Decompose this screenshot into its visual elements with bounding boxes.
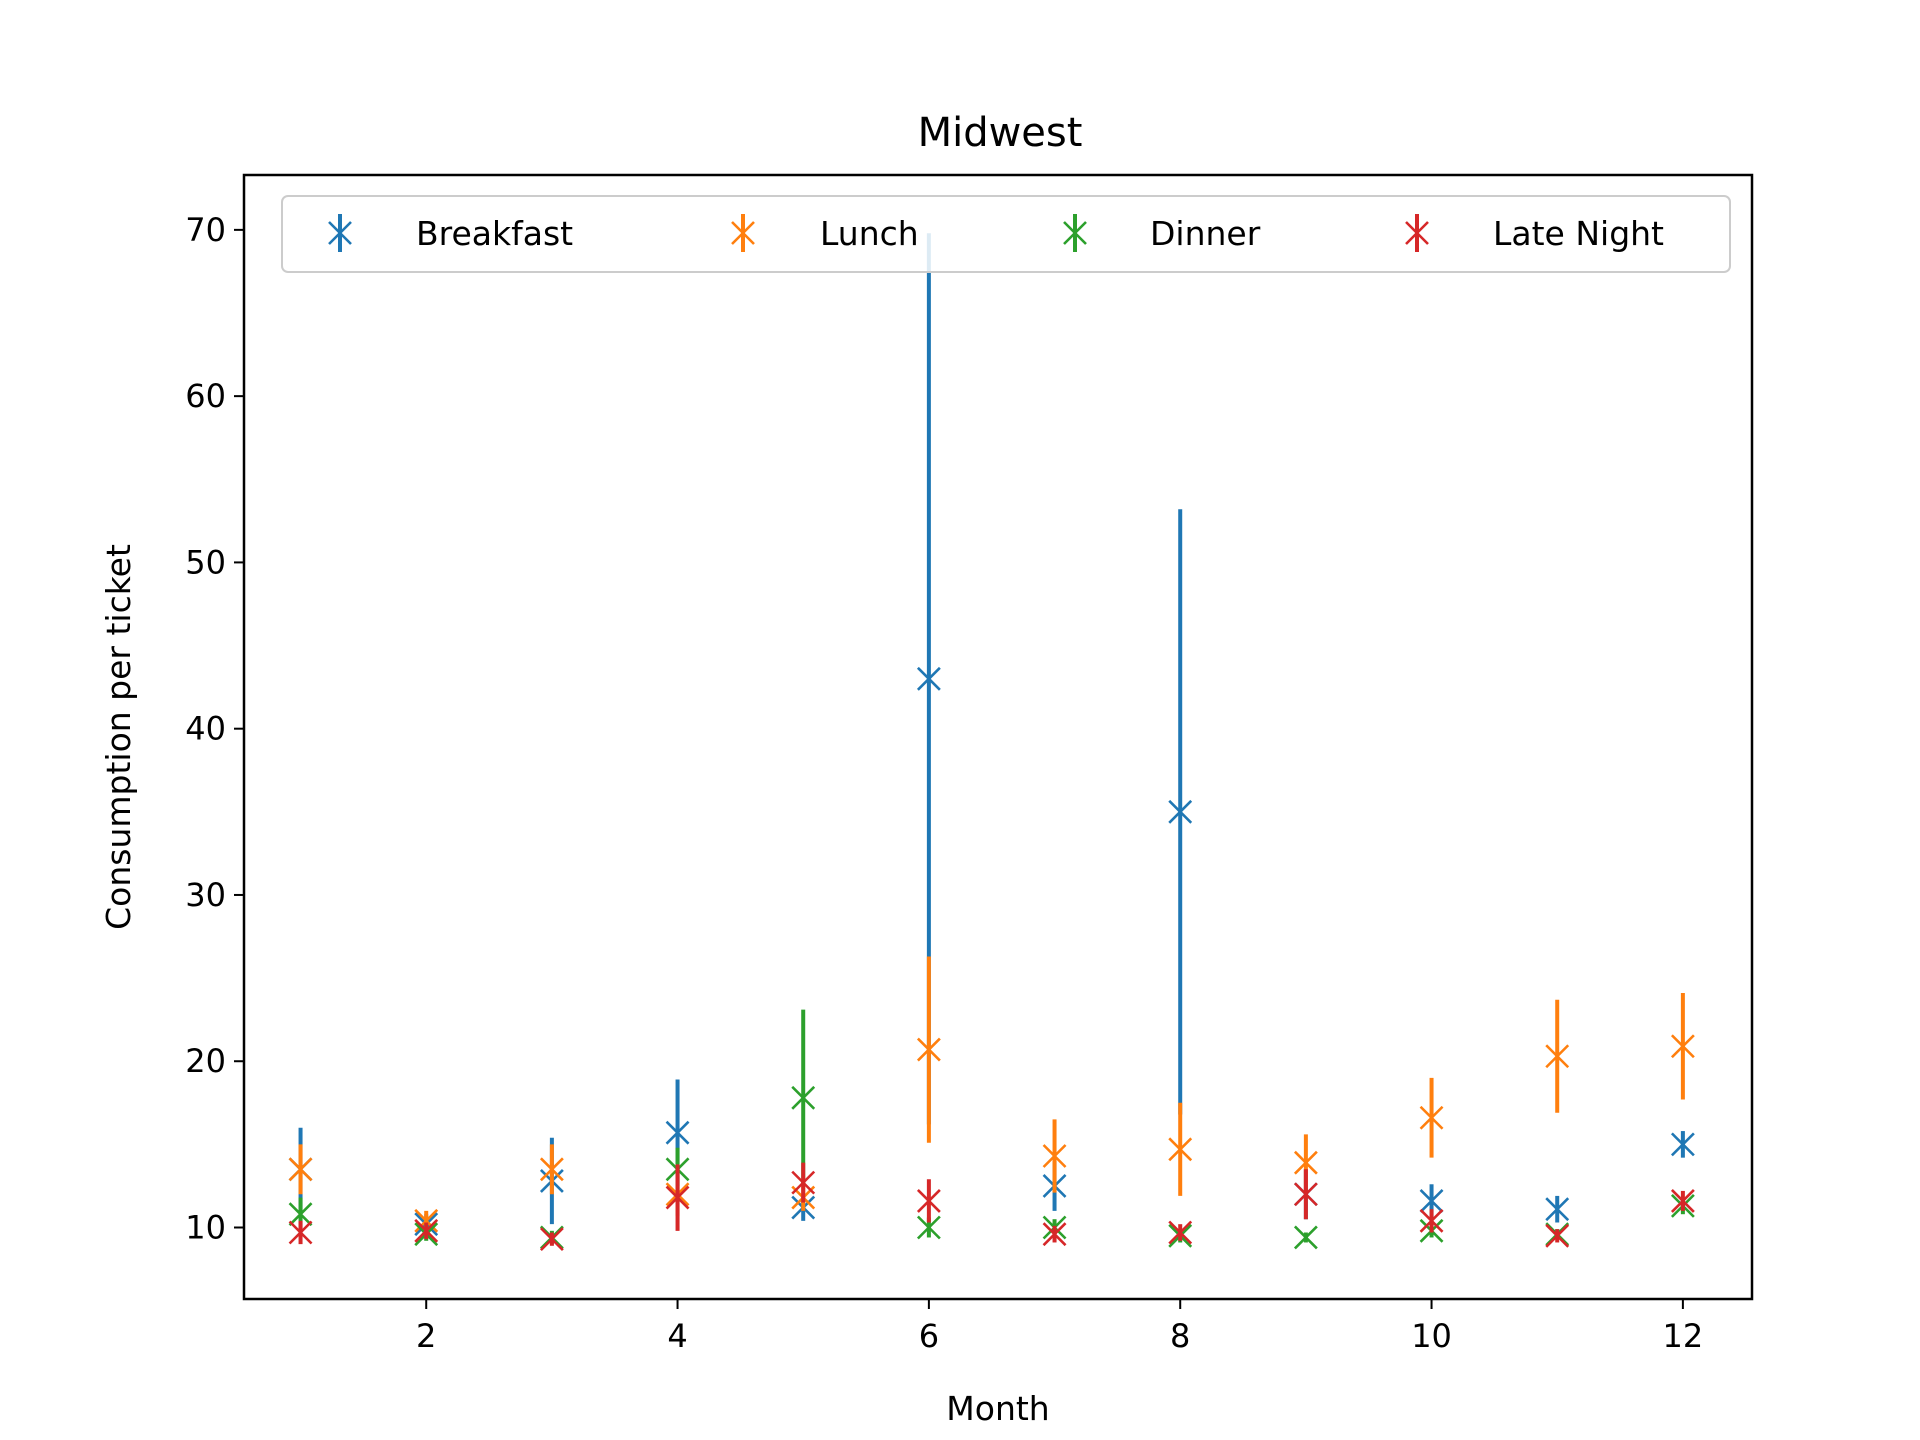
- point-breakfast: [916, 666, 941, 691]
- x-tick-label: 8: [1170, 1317, 1190, 1355]
- point-lunch: [1042, 1144, 1067, 1168]
- x-axis: 2 4 6 8 10 12: [416, 1299, 1703, 1355]
- point-lunch: [539, 1157, 564, 1182]
- legend-marker-breakfast: [328, 214, 352, 252]
- point-dinner: [916, 1215, 941, 1240]
- point-lunch: [1168, 1137, 1193, 1162]
- legend: Breakfast Lunch Dinner Late Night: [281, 195, 1731, 273]
- point-late-night: [791, 1170, 816, 1195]
- point-late-night: [1042, 1222, 1067, 1247]
- point-late-night: [288, 1220, 313, 1245]
- legend-marker-dinner: [1063, 214, 1087, 252]
- legend-marker-late-night: [1405, 214, 1429, 252]
- point-late-night: [1419, 1208, 1444, 1233]
- series-late-night: [288, 1162, 1695, 1252]
- y-tick-label: 40: [185, 710, 226, 748]
- x-tick-label: 2: [416, 1317, 436, 1355]
- point-lunch: [288, 1157, 313, 1182]
- point-breakfast: [1670, 1132, 1695, 1157]
- legend-box: [281, 195, 1731, 273]
- point-lunch: [1670, 1034, 1695, 1059]
- point-dinner: [288, 1202, 313, 1227]
- y-tick-label: 10: [185, 1209, 226, 1247]
- point-breakfast: [665, 1120, 690, 1145]
- point-late-night: [414, 1218, 439, 1243]
- y-axis-title: Consumption per ticket: [99, 544, 138, 930]
- point-late-night: [916, 1188, 941, 1213]
- plot-frame: [242, 173, 1754, 1301]
- x-tick-label: 6: [919, 1317, 939, 1355]
- point-late-night: [1670, 1188, 1695, 1213]
- y-tick-label: 70: [185, 211, 226, 249]
- point-breakfast: [1419, 1188, 1444, 1213]
- x-axis-title: Month: [946, 1389, 1049, 1428]
- point-lunch: [916, 1037, 941, 1062]
- point-late-night: [539, 1227, 564, 1252]
- legend-label-late-night: Late Night: [1493, 214, 1664, 253]
- x-tick-label: 10: [1411, 1317, 1452, 1355]
- y-axis: 10 20 30 40 50 60 70: [185, 211, 244, 1247]
- point-dinner: [1293, 1225, 1318, 1250]
- x-tick-label: 12: [1663, 1317, 1704, 1355]
- y-tick-label: 50: [185, 543, 226, 581]
- point-lunch: [1293, 1150, 1318, 1175]
- point-lunch: [1419, 1105, 1444, 1130]
- plot-area: [288, 233, 1695, 1252]
- legend-label-dinner: Dinner: [1150, 214, 1261, 253]
- point-breakfast: [1545, 1197, 1570, 1222]
- chart-title: Midwest: [918, 110, 1083, 156]
- point-late-night: [665, 1185, 690, 1210]
- point-breakfast: [1168, 799, 1193, 824]
- point-late-night: [1545, 1223, 1570, 1248]
- point-late-night: [1168, 1220, 1193, 1245]
- y-tick-label: 20: [185, 1042, 226, 1080]
- point-lunch: [1545, 1044, 1570, 1069]
- y-tick-label: 30: [185, 876, 226, 914]
- legend-label-breakfast: Breakfast: [416, 214, 573, 253]
- legend-marker-lunch: [731, 214, 755, 252]
- legend-label-lunch: Lunch: [820, 214, 919, 253]
- y-tick-label: 60: [185, 377, 226, 415]
- point-dinner: [791, 1085, 816, 1110]
- point-late-night: [1293, 1182, 1318, 1207]
- x-tick-label: 4: [667, 1317, 687, 1355]
